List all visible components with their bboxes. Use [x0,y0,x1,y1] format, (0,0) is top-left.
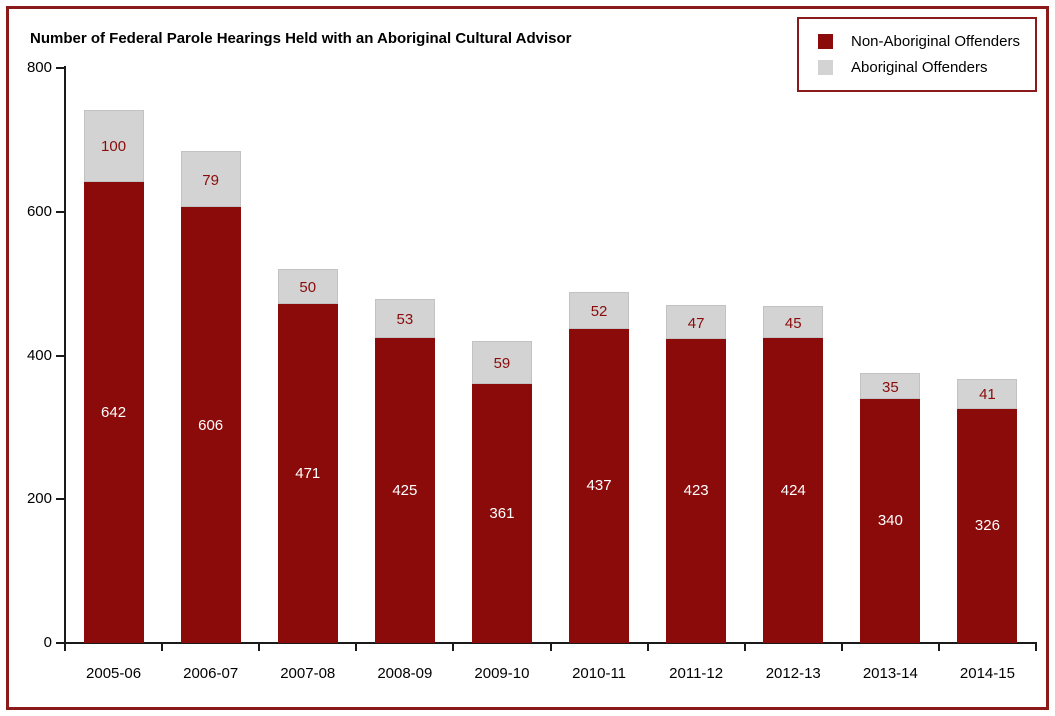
legend-label-non-aboriginal: Non-Aboriginal Offenders [851,33,1020,50]
x-tick-label: 2009-10 [474,665,530,682]
y-tick-label: 200 [26,490,52,508]
bar-label-non-aboriginal: 47 [687,314,705,332]
bar-label-aboriginal: 326 [974,517,1000,535]
x-tick-label: 2014-15 [959,665,1015,682]
y-tick-label: 400 [26,346,52,364]
bar-segment-non-aboriginal: 79 [180,150,241,208]
bar-label-non-aboriginal: 59 [493,354,511,372]
y-axis-line [64,66,66,645]
x-tick-label: 2012-13 [765,665,821,682]
bar-segment-non-aboriginal: 47 [666,305,727,339]
bar-label-non-aboriginal: 79 [202,171,219,189]
bar-label-non-aboriginal: 50 [299,279,317,296]
y-tick [56,498,64,501]
bar-segment-non-aboriginal: 41 [957,379,1018,409]
legend-item-aboriginal: Aboriginal Offenders [818,59,1035,76]
x-tick [937,644,940,651]
bar-segment-aboriginal: 340 [860,398,921,643]
legend: Non-Aboriginal Offenders Aboriginal Offe… [797,17,1037,92]
x-tick [355,644,358,651]
bar-label-aboriginal: 424 [780,482,806,500]
bar-label-aboriginal: 425 [392,481,418,499]
chart-title: Number of Federal Parole Hearings Held w… [30,30,572,47]
bar-label-non-aboriginal: 41 [979,386,996,404]
x-tick [452,644,455,651]
x-tick [64,644,66,651]
bar-label-aboriginal: 471 [295,465,321,483]
bar-segment-aboriginal: 437 [569,328,630,643]
x-tick-label: 2008-09 [377,665,433,682]
x-tick-label: 2011-12 [669,665,724,682]
x-tick [1035,644,1037,651]
bar-label-aboriginal: 340 [877,512,903,530]
x-tick [258,644,261,651]
bar-segment-aboriginal: 361 [471,383,532,643]
bar-segment-non-aboriginal: 53 [374,299,435,338]
bar-label-aboriginal: 423 [683,482,709,500]
bar-segment-non-aboriginal: 100 [83,109,144,182]
bar-segment-non-aboriginal: 50 [277,268,338,305]
x-tick-label: 2010-11 [572,665,627,682]
bar-label-non-aboriginal: 52 [590,302,608,320]
y-tick [56,354,64,357]
bar-label-aboriginal: 361 [489,504,515,522]
x-tick [161,644,164,651]
bar-segment-aboriginal: 326 [957,408,1018,643]
legend-item-non-aboriginal: Non-Aboriginal Offenders [818,33,1035,50]
bar-segment-non-aboriginal: 35 [860,373,921,399]
bar-segment-aboriginal: 425 [374,337,435,643]
bar-label-non-aboriginal: 100 [101,138,127,156]
bar-label-non-aboriginal: 35 [882,378,899,396]
y-tick [56,67,64,69]
x-tick-label: 2007-08 [280,665,336,682]
y-tick-label: 800 [26,59,52,76]
bar-segment-non-aboriginal: 52 [569,291,630,329]
bar-label-aboriginal: 606 [198,416,224,434]
y-tick [56,210,64,213]
bar-segment-aboriginal: 424 [763,338,824,643]
y-tick-label: 0 [43,634,52,651]
bar-segment-aboriginal: 606 [180,207,241,643]
bar-label-aboriginal: 642 [101,403,127,421]
legend-swatch-non-aboriginal-icon [818,34,833,49]
bar-label-aboriginal: 437 [586,477,612,495]
bar-segment-non-aboriginal: 45 [763,305,824,339]
bar-label-non-aboriginal: 45 [784,314,802,332]
x-tick [549,644,552,651]
x-tick-label: 2013-14 [862,665,918,682]
x-tick-label: 2005-06 [86,665,142,682]
bar-segment-aboriginal: 423 [666,338,727,643]
y-tick-label: 600 [26,202,52,220]
x-tick [743,644,746,651]
y-tick [56,642,64,644]
x-axis-line [64,642,1037,644]
bar-segment-aboriginal: 642 [83,181,144,643]
x-tick [840,644,843,651]
x-tick [646,644,649,651]
bar-segment-non-aboriginal: 59 [471,341,532,384]
legend-swatch-aboriginal-icon [818,60,833,75]
x-tick-label: 2006-07 [183,665,239,682]
bar-label-non-aboriginal: 53 [396,310,414,328]
bar-segment-aboriginal: 471 [277,304,338,643]
legend-label-aboriginal: Aboriginal Offenders [851,59,988,76]
